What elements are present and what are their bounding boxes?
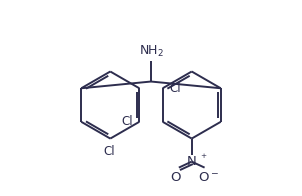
Text: Cl: Cl bbox=[103, 145, 114, 158]
Text: $^+$: $^+$ bbox=[199, 153, 207, 163]
Text: N: N bbox=[187, 155, 197, 168]
Text: Cl: Cl bbox=[121, 115, 133, 128]
Text: Cl: Cl bbox=[169, 82, 181, 95]
Text: NH$_2$: NH$_2$ bbox=[139, 44, 163, 59]
Text: O$^-$: O$^-$ bbox=[198, 171, 219, 184]
Text: O: O bbox=[170, 171, 181, 184]
